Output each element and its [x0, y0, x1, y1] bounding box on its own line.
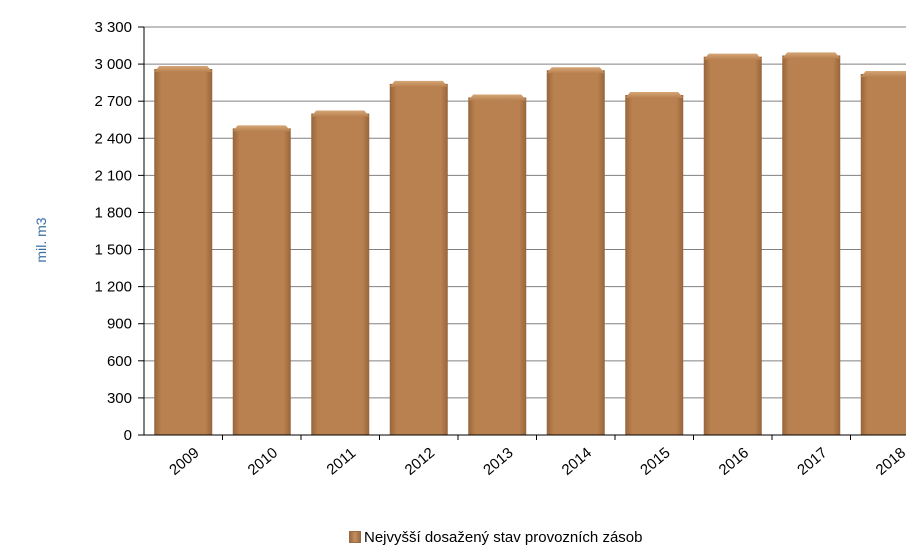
bar — [389, 80, 448, 435]
bar — [311, 110, 370, 435]
bar-cap — [311, 110, 370, 117]
bar — [546, 67, 605, 435]
bar — [625, 92, 684, 435]
bar — [782, 52, 841, 435]
y-tick-label: 300 — [107, 390, 132, 407]
bar — [703, 53, 762, 435]
y-tick-label: 0 — [124, 427, 132, 444]
bar-body — [154, 69, 213, 435]
bar-cap — [468, 94, 527, 101]
y-tick-labels: 0 300 600 900 1 200 1 500 1 800 2 100 2 400 2 700… — [94, 19, 132, 444]
bar-cap — [389, 80, 448, 87]
y-axis-label: mil. m3 — [33, 217, 49, 262]
x-tick-label: 2015 — [637, 444, 673, 478]
y-tick-label: 600 — [107, 353, 132, 370]
bar-body — [546, 70, 605, 435]
x-tick-label: 2017 — [794, 444, 830, 478]
bar-body — [389, 83, 448, 435]
legend: Nejvyšší dosažený stav provozních zásob — [349, 528, 642, 546]
bar-body — [860, 73, 906, 436]
bar — [860, 70, 906, 436]
y-tick-label: 900 — [107, 316, 132, 333]
x-tick-label: 2014 — [559, 444, 595, 478]
bar-body — [625, 95, 684, 435]
bar-cap — [232, 125, 291, 132]
bar-cap — [154, 66, 213, 73]
x-tick-label: 2016 — [716, 444, 752, 478]
bar-cap — [625, 92, 684, 98]
x-tick-label: 2018 — [873, 444, 906, 478]
bar — [232, 125, 291, 435]
bar-cap — [782, 52, 841, 59]
bar-cap — [860, 70, 906, 77]
y-tick-label: 1 200 — [94, 279, 132, 296]
y-axis-label-unit: mil. m3 — [33, 217, 49, 262]
bar-cap — [703, 53, 762, 60]
legend-swatch — [349, 531, 361, 543]
bar-body — [311, 113, 370, 435]
y-tick-label: 1 800 — [94, 204, 132, 221]
x-tick-label: 2010 — [245, 444, 281, 478]
bar — [154, 66, 213, 435]
bar-body — [232, 128, 291, 435]
y-tick-label: 1 500 — [94, 242, 132, 259]
bar-cap — [546, 67, 605, 74]
y-tick-label: 2 100 — [94, 167, 132, 184]
y-tick-label: 2 700 — [94, 93, 132, 110]
legend-label: Nejvyšší dosažený stav provozních zásob — [364, 528, 643, 546]
x-tick-label: 2013 — [480, 444, 516, 478]
bar — [468, 94, 527, 436]
x-tick-label: 2012 — [402, 444, 438, 478]
bar-body — [703, 56, 762, 435]
bar-body — [782, 55, 841, 435]
x-tick-label: 2011 — [324, 445, 360, 479]
bars — [154, 52, 906, 436]
y-tick-label: 2 400 — [94, 130, 132, 147]
x-tick-labels: 2009 2010 2011 2012 2013 2014 2015 2016 2017 2018 — [166, 435, 906, 479]
bar-body — [468, 97, 527, 436]
y-tick-label: 3 000 — [94, 56, 132, 73]
y-tick-label: 3 300 — [94, 19, 132, 36]
x-tick-label: 2009 — [166, 444, 202, 478]
